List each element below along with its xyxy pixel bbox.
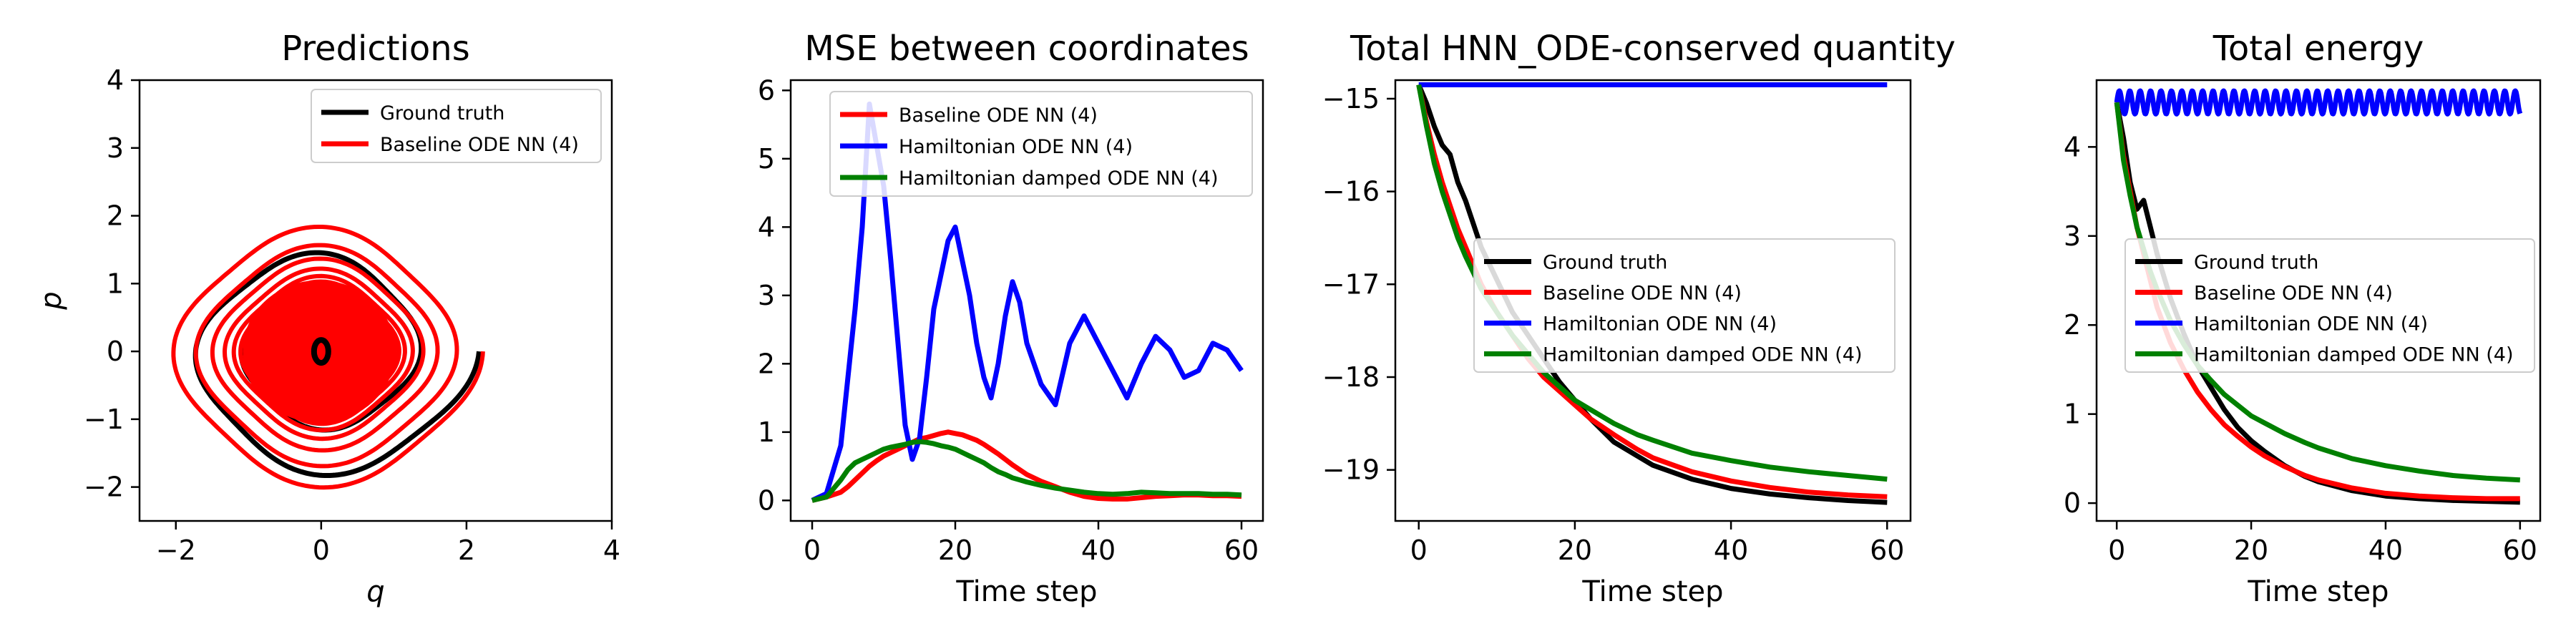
- series-core-fill: [243, 280, 396, 423]
- legend-entry: Ground truth: [2194, 252, 2318, 274]
- axes-frame: [138, 79, 613, 522]
- legend-entry: Ground truth: [1543, 252, 1667, 274]
- y-tick-label: −17: [1322, 268, 1380, 300]
- y-tick-label: 3: [758, 280, 775, 311]
- legend: Ground truth Baseline ODE NN (4): [311, 89, 602, 163]
- legend: Baseline ODE NN (4) Hamiltonian ODE NN (4…: [829, 91, 1253, 197]
- legend-entry: Hamiltonian ODE NN (4): [899, 136, 1133, 158]
- y-tick-label: 4: [2064, 131, 2081, 162]
- y-tick-label: −2: [84, 472, 124, 503]
- chart-panel-2: MSE between coordinates 0 20 40 60 0 1 2 3 4 5 6 Tim…: [758, 29, 1264, 608]
- series-line-baseline-ode-nn-4-: [811, 429, 1242, 503]
- y-tick-label: −19: [1322, 454, 1380, 486]
- y-tick-label: 0: [758, 484, 775, 516]
- ground-truth-center: [311, 337, 331, 366]
- y-tick-label: −1: [84, 404, 124, 435]
- x-tick-label: −2: [156, 535, 196, 566]
- y-tick-label: 1: [758, 416, 775, 448]
- x-tick-label: 40: [2368, 535, 2403, 566]
- y-tick-label: 4: [758, 211, 775, 243]
- axes-frame: [2095, 79, 2542, 522]
- legend-box: [829, 91, 1253, 197]
- legend-entry: Hamiltonian ODE NN (4): [1543, 313, 1777, 336]
- x-axis-label: Time step: [2247, 575, 2389, 608]
- chart-panel-1: Predictions −2 0 2 4 −2 −1 0 1 2 3 4 q p Ground truth B…: [35, 29, 620, 608]
- chart-panel-4: Total energy 0 20 40 60 0 1 2 3 4 Time step Ground …: [2064, 29, 2542, 608]
- x-tick-label: 20: [938, 535, 972, 566]
- plot-area: [1416, 82, 1888, 505]
- x-tick-label: 0: [2108, 535, 2125, 566]
- y-tick-label: 0: [107, 336, 124, 367]
- x-tick-label: 60: [2503, 535, 2537, 566]
- x-tick-label: 0: [1410, 535, 1428, 566]
- legend-box: [2124, 238, 2535, 373]
- legend-box: [1473, 238, 1896, 373]
- legend-box: [311, 89, 602, 163]
- y-tick-label: 2: [758, 348, 775, 379]
- y-tick-label: 1: [2064, 399, 2081, 430]
- legend: Ground truth Baseline ODE NN (4) Hamiltoni…: [1473, 238, 1896, 373]
- x-tick-label: 60: [1224, 535, 1259, 566]
- chart-panel-3: Total HNN_ODE-conserved quantity 0 20 40 60 −…: [1322, 29, 1956, 608]
- x-axis-label: Time step: [1581, 575, 1723, 608]
- legend-entry: Hamiltonian damped ODE NN (4): [899, 167, 1218, 190]
- y-tick-label: 3: [2064, 220, 2081, 252]
- x-tick-label: 2: [458, 535, 475, 566]
- chart-title: Total energy: [2212, 29, 2424, 69]
- y-tick-label: 2: [107, 200, 124, 232]
- y-tick-label: 1: [107, 268, 124, 299]
- chart-title: Predictions: [281, 29, 469, 69]
- series-line-ground-truth: [2114, 102, 2520, 505]
- legend-entry: Baseline ODE NN (4): [1543, 283, 1742, 305]
- x-tick-label: 20: [2234, 535, 2268, 566]
- legend-entry: Hamiltonian damped ODE NN (4): [2194, 344, 2513, 366]
- chart-title: MSE between coordinates: [804, 29, 1249, 69]
- legend-entry: Hamiltonian damped ODE NN (4): [1543, 344, 1862, 366]
- x-tick-label: 4: [603, 535, 620, 566]
- y-tick-label: 4: [107, 64, 124, 96]
- y-tick-label: −18: [1322, 361, 1380, 393]
- series-line-hamiltonian-damped-ode-nn-4-: [811, 439, 1242, 503]
- y-tick-label: 2: [2064, 309, 2081, 341]
- series-line-baseline-ode-nn-4-: [1416, 84, 1888, 499]
- legend: Ground truth Baseline ODE NN (4) Hamiltoni…: [2124, 238, 2535, 373]
- series-line-hamiltonian-ode-nn-4-: [2114, 88, 2523, 117]
- x-tick-label: 60: [1870, 535, 1904, 566]
- chart-title: Total HNN_ODE-conserved quantity: [1350, 29, 1956, 69]
- series-line-hamiltonian-damped-ode-nn-4-: [1416, 84, 1888, 482]
- x-tick-label: 20: [1558, 535, 1592, 566]
- x-tick-label: 40: [1714, 535, 1748, 566]
- x-axis-label: q: [366, 575, 384, 608]
- legend-entry: Hamiltonian ODE NN (4): [2194, 313, 2428, 336]
- y-tick-label: −15: [1322, 83, 1380, 114]
- y-axis-label: p: [35, 291, 68, 310]
- y-tick-label: 0: [2064, 487, 2081, 519]
- x-tick-label: 40: [1081, 535, 1116, 566]
- y-tick-label: 6: [758, 74, 775, 106]
- axes-frame: [1394, 79, 1912, 522]
- legend-entry: Baseline ODE NN (4): [2194, 283, 2393, 305]
- legend-entry: Baseline ODE NN (4): [380, 134, 579, 156]
- x-axis-label: Time step: [955, 575, 1097, 608]
- legend-entry: Ground truth: [380, 102, 504, 125]
- plot-area: [171, 225, 485, 490]
- y-tick-label: 5: [758, 143, 775, 175]
- y-tick-label: −16: [1322, 176, 1380, 208]
- x-tick-label: 0: [804, 535, 821, 566]
- x-tick-label: 0: [313, 535, 330, 566]
- axes-frame: [789, 79, 1264, 522]
- y-tick-label: 3: [107, 132, 124, 164]
- legend-entry: Baseline ODE NN (4): [899, 104, 1098, 127]
